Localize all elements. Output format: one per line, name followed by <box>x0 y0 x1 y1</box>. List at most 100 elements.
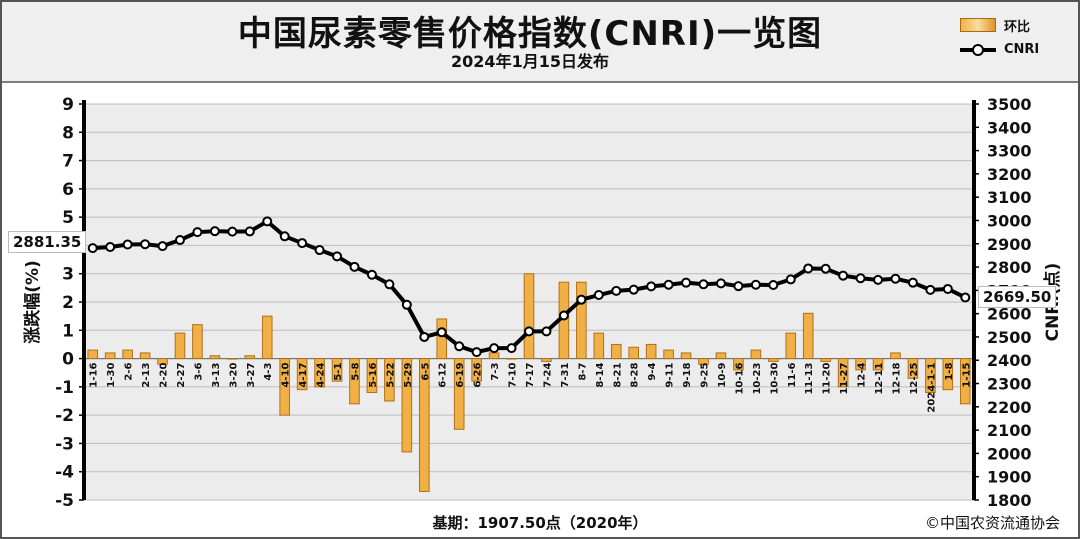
y2-tick-label: 3500 <box>987 95 1032 114</box>
y2-tick-label: 3300 <box>987 142 1032 161</box>
cnri-point <box>733 281 744 292</box>
y2-tick-label: 2200 <box>987 398 1032 417</box>
plot-layer: -5-4-3-2-1012345678918001900200021002200… <box>22 95 1063 511</box>
bar <box>768 358 779 362</box>
copyright-note: ©中国农资流通协会 <box>924 514 1060 532</box>
bar <box>296 358 308 391</box>
cnri-point <box>646 281 657 292</box>
x-tick-label: 5-8 <box>350 363 361 381</box>
end-value-callout: 2669.50 <box>978 286 1057 308</box>
bar <box>802 312 814 360</box>
x-tick-label: 12-25 <box>909 363 920 395</box>
x-tick-label: 8-14 <box>595 363 606 388</box>
bar-swatch-icon <box>960 18 996 32</box>
legend-item-bar: 环比 <box>960 16 1031 35</box>
y2-tick-label: 1900 <box>987 468 1032 487</box>
bar <box>349 358 360 405</box>
y-tick-label: -3 <box>55 434 74 454</box>
y2-tick-label: 3000 <box>987 211 1032 230</box>
legend-bar-label: 环比 <box>1004 19 1031 35</box>
cnri-point <box>140 239 151 250</box>
x-tick-label: 8-21 <box>612 363 623 388</box>
y-tick-label: -1 <box>55 378 74 398</box>
cnri-point <box>436 327 447 338</box>
chart-subtitle: 2024年1月15日发布 <box>451 52 609 71</box>
x-tick-label: 1-15 <box>961 363 972 388</box>
x-tick-label: 2-20 <box>159 363 170 388</box>
x-tick-label: 3-6 <box>193 363 204 381</box>
x-tick-label: 9-25 <box>700 363 711 388</box>
x-tick-label: 2-27 <box>176 363 187 388</box>
x-tick-label: 11-27 <box>839 363 850 395</box>
bar <box>820 358 831 362</box>
x-tick-label: 10-9 <box>717 363 728 388</box>
y2-tick-label: 3200 <box>987 165 1032 184</box>
x-tick-label: 3-13 <box>211 363 222 388</box>
bar <box>680 352 692 360</box>
cnri-point <box>192 227 203 238</box>
bar <box>453 358 465 430</box>
y2-tick-label: 2600 <box>987 305 1032 324</box>
y-tick-label: 3 <box>62 265 74 285</box>
y2-tick-label: 2400 <box>987 351 1032 370</box>
cnri-point <box>663 279 674 290</box>
x-tick-label: 5-22 <box>385 363 396 388</box>
x-tick-label: 7-17 <box>525 363 536 388</box>
y-tick-label: 7 <box>62 152 74 172</box>
cnri-point <box>750 279 761 290</box>
y-tick-label: 1 <box>62 321 74 341</box>
cnri-point <box>471 347 482 358</box>
x-tick-label: 7-3 <box>490 363 501 381</box>
bar <box>855 358 866 371</box>
x-tick-label: 7-24 <box>542 363 553 388</box>
y2-tick-label: 2100 <box>987 421 1032 440</box>
cnri-point <box>454 341 465 352</box>
cnri-point <box>785 274 796 285</box>
cnri-point <box>419 331 430 342</box>
start-value-callout: 2881.35 <box>8 231 87 253</box>
cnri-point <box>489 343 500 354</box>
bar <box>645 343 657 360</box>
bar <box>506 358 517 360</box>
bar <box>750 349 762 360</box>
x-tick-label: 12-11 <box>874 363 885 395</box>
cnri-point <box>174 235 185 246</box>
x-tick-label: 9-18 <box>682 363 693 388</box>
bar <box>384 358 395 402</box>
x-tick-label: 9-4 <box>647 363 658 381</box>
x-tick-label: 8-28 <box>630 363 641 388</box>
x-tick-label: 12-18 <box>891 363 902 395</box>
bar <box>471 358 482 382</box>
cnri-point <box>715 278 726 289</box>
bar <box>122 349 133 360</box>
y2-tick-label: 2900 <box>987 235 1032 254</box>
y2-tick-label: 2500 <box>987 328 1032 347</box>
bar <box>174 332 186 360</box>
bar <box>104 352 116 360</box>
bar <box>837 358 849 388</box>
bar <box>610 343 622 360</box>
cnri-point <box>122 239 133 250</box>
base-period-note: 基期：1907.50点（2020年） <box>432 514 648 532</box>
cnri-point <box>611 285 622 296</box>
bar <box>698 358 709 365</box>
x-tick-label: 7-31 <box>560 363 571 388</box>
x-tick-label: 10-23 <box>752 363 763 395</box>
bar <box>418 358 430 493</box>
x-tick-label: 6-5 <box>420 363 431 381</box>
x-tick-label: 2-6 <box>124 363 135 381</box>
bar <box>227 358 238 360</box>
chart-title: 中国尿素零售价格指数(CNRI)一览图 <box>237 14 823 54</box>
cnri-point <box>87 243 98 254</box>
bar <box>279 358 290 416</box>
x-tick-label: 4-3 <box>263 363 274 381</box>
x-tick-label: 2-13 <box>141 363 152 388</box>
y2-tick-label: 2000 <box>987 444 1032 463</box>
cnri-point <box>855 273 866 284</box>
x-tick-label: 10-16 <box>734 363 745 395</box>
bar <box>314 358 325 388</box>
bar <box>715 352 727 360</box>
cnri-point <box>628 284 639 295</box>
y-tick-label: 2 <box>62 293 74 313</box>
